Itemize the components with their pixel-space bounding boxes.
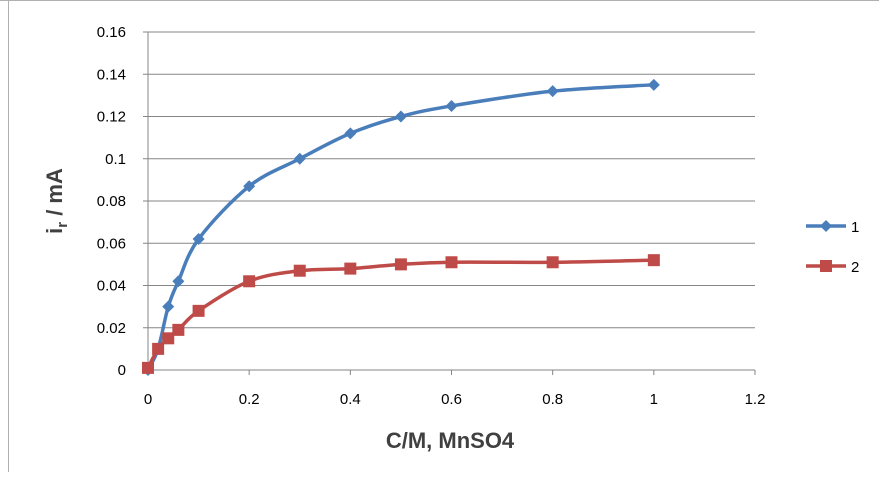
axes bbox=[143, 31, 756, 375]
series-1-point bbox=[344, 127, 357, 140]
series-2-point bbox=[172, 323, 185, 336]
series-1-point bbox=[445, 99, 458, 112]
legend-entry-2: 2 bbox=[806, 259, 859, 276]
legend-swatch-marker bbox=[820, 260, 832, 272]
series-1-point bbox=[162, 300, 175, 313]
y-tick-label: 0.06 bbox=[97, 235, 126, 252]
series-2 bbox=[142, 254, 660, 374]
series-1-point bbox=[243, 180, 256, 193]
y-tick-label: 0.12 bbox=[97, 109, 126, 126]
y-axis-title-main: i bbox=[42, 228, 67, 234]
y-tick-label: 0.04 bbox=[97, 278, 126, 295]
y-tick-labels: 0 0.02 0.04 0.06 0.08 0.1 0.12 0.14 0.16 bbox=[97, 24, 126, 379]
legend-swatch-marker bbox=[820, 220, 832, 232]
series-2-point bbox=[243, 275, 256, 288]
y-tick-label: 0.1 bbox=[105, 151, 126, 168]
series-1-point bbox=[546, 85, 559, 98]
x-tick-label: 0.4 bbox=[340, 391, 361, 408]
chart-frame-top bbox=[0, 0, 879, 1]
series-1 bbox=[142, 78, 660, 376]
legend-entry-1: 1 bbox=[806, 219, 859, 236]
legend: 12 bbox=[806, 219, 859, 276]
series-2-point bbox=[445, 256, 458, 269]
x-tick-label: 0.2 bbox=[239, 391, 260, 408]
series-2-point bbox=[293, 264, 306, 277]
series-1-point bbox=[394, 110, 407, 123]
y-tick-label: 0.14 bbox=[97, 66, 126, 83]
x-tick-labels: 0 0.2 0.4 0.6 0.8 1 1.2 bbox=[144, 391, 766, 408]
y-axis-title-group: ir / mA bbox=[42, 168, 71, 234]
y-axis-title-subscript: r bbox=[54, 222, 71, 228]
y-tick-label: 0 bbox=[118, 362, 126, 379]
series-2-point bbox=[647, 254, 660, 267]
series-2-point bbox=[344, 262, 357, 275]
series-1-point bbox=[172, 275, 185, 288]
series-1-point bbox=[293, 152, 306, 165]
x-tick-label: 0.6 bbox=[441, 391, 462, 408]
series-1-point bbox=[192, 233, 205, 246]
series-2-point bbox=[142, 361, 154, 374]
y-tick-label: 0.02 bbox=[97, 320, 126, 337]
series-1-line bbox=[146, 83, 654, 371]
series-1-point bbox=[647, 78, 660, 91]
series-2-point bbox=[394, 258, 407, 271]
y-axis-title-rest: / mA bbox=[42, 168, 67, 222]
x-tick-label: 1 bbox=[650, 391, 658, 408]
x-tick-label: 1.2 bbox=[745, 391, 766, 408]
legend-label: 1 bbox=[851, 219, 859, 236]
chart-frame-left bbox=[8, 0, 9, 472]
y-axis-title: ir / mA bbox=[42, 168, 71, 234]
series-2-point bbox=[192, 304, 205, 317]
series-2-line bbox=[146, 258, 654, 369]
x-axis-title: C/M, MnSO4 bbox=[386, 428, 515, 453]
legend-label: 2 bbox=[851, 259, 859, 276]
y-tick-label: 0.08 bbox=[97, 193, 126, 210]
series-2-point bbox=[546, 256, 559, 269]
x-tick-label: 0 bbox=[144, 391, 152, 408]
gridlines bbox=[148, 31, 755, 329]
y-tick-label: 0.16 bbox=[97, 24, 126, 41]
series bbox=[142, 78, 660, 376]
series-2-point bbox=[152, 342, 165, 355]
series-2-point bbox=[162, 332, 175, 345]
x-tick-label: 0.8 bbox=[542, 391, 563, 408]
